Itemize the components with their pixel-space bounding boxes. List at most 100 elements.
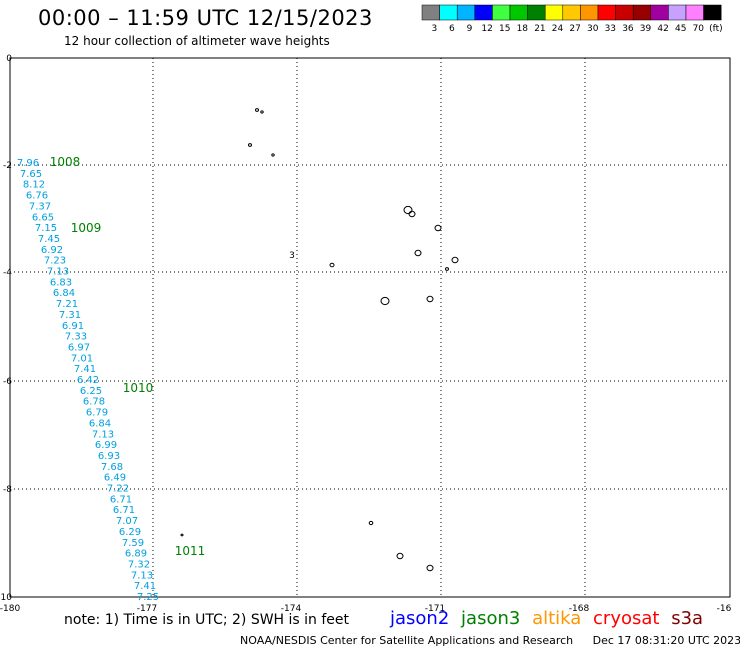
y-tick-label: -4 bbox=[3, 268, 12, 278]
swh-value: 6.25 bbox=[80, 386, 102, 397]
swh-value: 7.41 bbox=[134, 581, 156, 592]
swh-value: 6.93 bbox=[98, 451, 120, 462]
y-tick-label: 0 bbox=[6, 54, 12, 64]
y-tick-label: -6 bbox=[3, 377, 12, 387]
map-frame bbox=[9, 57, 731, 598]
island-outline bbox=[434, 224, 442, 232]
legend-tick: 45 bbox=[675, 24, 686, 34]
swh-value: 6.49 bbox=[104, 473, 126, 484]
swh-value: 7.15 bbox=[35, 223, 57, 234]
swh-value: 7.65 bbox=[20, 169, 42, 180]
swh-value: 6.78 bbox=[83, 397, 105, 408]
satellite-legend: jason2 jason3 altika cryosat s3a bbox=[390, 608, 709, 629]
island-label: 3 bbox=[289, 251, 295, 261]
legend-swatch bbox=[703, 4, 722, 21]
page-subtitle: 12 hour collection of altimeter wave hei… bbox=[64, 34, 330, 48]
swh-value: 6.97 bbox=[68, 342, 90, 353]
island-outline bbox=[408, 210, 416, 218]
legend-tick: 12 bbox=[481, 24, 492, 34]
swh-value: 6.79 bbox=[86, 408, 108, 419]
swh-value: 6.83 bbox=[50, 277, 72, 288]
color-legend: 3 6 9 12 15 18 21 24 27 30 33 36 39 42 45 70 (ft) bbox=[421, 4, 723, 34]
swh-value: 6.92 bbox=[41, 245, 63, 256]
credit-text: NOAA/NESDIS Center for Satellite Applica… bbox=[240, 634, 574, 647]
legend-tick: 24 bbox=[552, 24, 564, 34]
island-outline bbox=[396, 552, 404, 560]
swh-value: 7.13 bbox=[47, 267, 69, 278]
swh-value: 7.59 bbox=[122, 538, 144, 549]
swh-value: 7.37 bbox=[29, 201, 51, 212]
x-tick-label: -171 bbox=[425, 604, 445, 614]
swh-value: 6.84 bbox=[53, 288, 75, 299]
swh-value: 6.76 bbox=[26, 191, 48, 202]
swh-value: 6.84 bbox=[89, 418, 111, 429]
legend-tick: 21 bbox=[534, 24, 545, 34]
swh-value: 7.25 bbox=[137, 592, 159, 603]
island-outline bbox=[260, 110, 264, 114]
sat-jason3: jason3 bbox=[461, 608, 521, 629]
sat-s3a: s3a bbox=[671, 608, 704, 629]
swh-value: 6.65 bbox=[32, 212, 54, 223]
swh-value: 7.22 bbox=[107, 484, 129, 495]
swh-value: 7.41 bbox=[74, 364, 96, 375]
legend-tick: 36 bbox=[622, 24, 634, 34]
island-outline bbox=[426, 295, 434, 303]
swh-value: 6.71 bbox=[110, 494, 132, 505]
swh-value: 7.31 bbox=[59, 310, 81, 321]
swh-value: 6.91 bbox=[62, 321, 84, 332]
legend-tick: 3 bbox=[431, 24, 437, 34]
island-outline bbox=[451, 256, 459, 264]
swh-value: 7.13 bbox=[131, 570, 153, 581]
swh-value: 7.13 bbox=[92, 429, 114, 440]
swh-value: 7.32 bbox=[128, 559, 150, 570]
swh-value: 7.33 bbox=[65, 332, 87, 343]
x-tick-label: -168 bbox=[569, 604, 590, 614]
swh-value: 7.01 bbox=[71, 353, 93, 364]
island-outline bbox=[248, 143, 252, 147]
y-tick-label: -10 bbox=[0, 593, 12, 603]
island-outline bbox=[368, 520, 374, 526]
legend-tick: 9 bbox=[467, 24, 473, 34]
sat-altika: altika bbox=[532, 608, 582, 629]
swh-value: 6.29 bbox=[119, 527, 141, 538]
credit-line: NOAA/NESDIS Center for Satellite Applica… bbox=[240, 634, 740, 647]
legend-tick: 33 bbox=[605, 24, 616, 34]
x-tick-label: -174 bbox=[281, 604, 302, 614]
legend-tick: 30 bbox=[587, 24, 599, 34]
legend-tick: 6 bbox=[449, 24, 455, 34]
legend-tick: 18 bbox=[517, 24, 529, 34]
sat-cryosat: cryosat bbox=[593, 608, 660, 629]
timestamp: Dec 17 08:31:20 UTC 2023 bbox=[592, 634, 740, 647]
x-tick-label: -177 bbox=[137, 604, 157, 614]
legend-tick: 39 bbox=[640, 24, 652, 34]
legend-tick: 42 bbox=[657, 24, 668, 34]
swh-value: 7.68 bbox=[101, 462, 123, 473]
note-text: note: 1) Time is in UTC; 2) SWH is in fe… bbox=[64, 612, 350, 628]
x-tick-label: -180 bbox=[0, 604, 20, 614]
island-outline bbox=[180, 533, 184, 537]
island-outline bbox=[380, 296, 390, 306]
pressure-label: 1008 bbox=[50, 155, 81, 169]
swh-value: 7.96 bbox=[17, 158, 39, 169]
swh-value: 7.45 bbox=[38, 234, 60, 245]
swh-value: 7.21 bbox=[56, 299, 78, 310]
island-outline bbox=[255, 108, 259, 112]
island-outline bbox=[271, 153, 275, 157]
x-tick-label: -16 bbox=[717, 604, 732, 614]
swh-value: 6.42 bbox=[77, 375, 99, 386]
legend-tick: (ft) bbox=[709, 24, 723, 34]
swh-value: 7.07 bbox=[116, 516, 138, 527]
pressure-label: 1009 bbox=[71, 221, 102, 235]
swh-value: 6.89 bbox=[125, 549, 147, 560]
island-outline bbox=[403, 205, 413, 215]
swh-value: 6.99 bbox=[95, 440, 117, 451]
sat-jason2: jason2 bbox=[390, 608, 450, 629]
island-outline bbox=[445, 267, 449, 271]
island-outline bbox=[329, 262, 335, 268]
pressure-label: 1011 bbox=[175, 544, 206, 558]
island-outline bbox=[414, 249, 422, 257]
island-outline bbox=[426, 564, 434, 572]
swh-value: 7.23 bbox=[44, 256, 66, 267]
legend-tick: 15 bbox=[499, 24, 510, 34]
